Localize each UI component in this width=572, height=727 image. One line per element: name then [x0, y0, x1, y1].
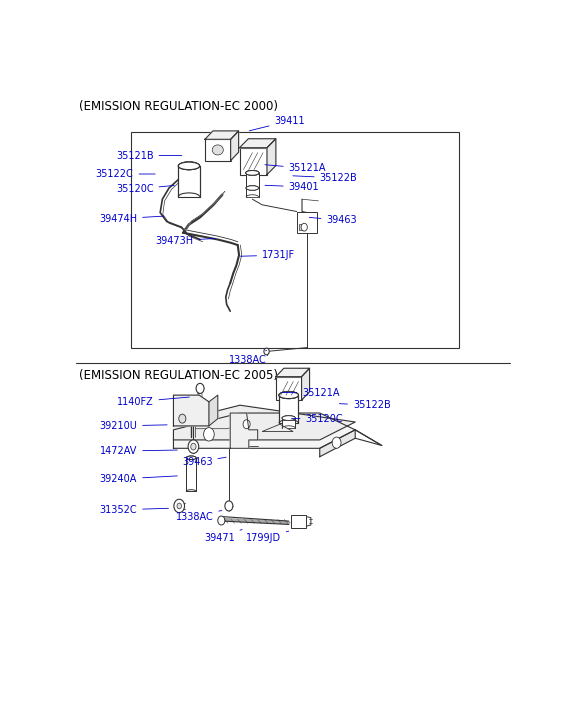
- Ellipse shape: [246, 186, 259, 190]
- Ellipse shape: [186, 456, 196, 459]
- Circle shape: [177, 503, 181, 509]
- Circle shape: [301, 223, 307, 231]
- Text: 39401: 39401: [265, 182, 319, 192]
- Text: 35120C: 35120C: [292, 414, 343, 424]
- Ellipse shape: [246, 171, 259, 175]
- Polygon shape: [205, 131, 239, 140]
- Polygon shape: [267, 139, 276, 174]
- Ellipse shape: [246, 186, 259, 190]
- Text: 39463: 39463: [309, 215, 357, 225]
- Ellipse shape: [212, 145, 223, 155]
- Ellipse shape: [279, 392, 299, 398]
- Bar: [132, 132, 459, 348]
- Text: 35122B: 35122B: [339, 400, 391, 410]
- Polygon shape: [231, 131, 239, 161]
- Text: 1799JD: 1799JD: [245, 531, 289, 543]
- Polygon shape: [276, 369, 309, 377]
- Text: (EMISSION REGULATION-EC 2000): (EMISSION REGULATION-EC 2000): [80, 100, 279, 113]
- Ellipse shape: [178, 162, 200, 169]
- Bar: [240, 148, 267, 174]
- Polygon shape: [240, 139, 276, 148]
- Ellipse shape: [180, 161, 198, 170]
- Bar: [279, 395, 299, 423]
- Text: 39411: 39411: [249, 116, 305, 131]
- Text: 1140FZ: 1140FZ: [117, 397, 189, 407]
- Text: 1338AC: 1338AC: [229, 350, 267, 365]
- Polygon shape: [173, 395, 209, 426]
- Text: 39240A: 39240A: [100, 474, 177, 484]
- Circle shape: [174, 499, 185, 513]
- Text: 39474H: 39474H: [99, 214, 163, 224]
- Ellipse shape: [178, 162, 200, 169]
- Ellipse shape: [186, 456, 196, 459]
- Text: 31352C: 31352C: [100, 505, 169, 515]
- Text: (EMISSION REGULATION-EC 2005): (EMISSION REGULATION-EC 2005): [80, 369, 279, 382]
- Text: 39463: 39463: [182, 457, 226, 467]
- Ellipse shape: [246, 171, 259, 175]
- Text: 1472AV: 1472AV: [100, 446, 177, 456]
- Text: 39473H: 39473H: [155, 236, 215, 246]
- Ellipse shape: [246, 171, 259, 175]
- Bar: [297, 212, 317, 233]
- Text: 35122B: 35122B: [293, 173, 358, 183]
- Text: 35120C: 35120C: [116, 184, 174, 194]
- Ellipse shape: [186, 456, 196, 459]
- Circle shape: [218, 516, 225, 525]
- Circle shape: [243, 419, 250, 429]
- Text: 1338AC: 1338AC: [176, 510, 222, 521]
- Bar: [205, 140, 231, 161]
- Bar: [282, 418, 295, 428]
- Circle shape: [332, 437, 341, 449]
- Text: 35121A: 35121A: [265, 164, 326, 174]
- Ellipse shape: [282, 416, 295, 420]
- Ellipse shape: [280, 391, 297, 398]
- Polygon shape: [173, 405, 355, 440]
- Bar: [246, 188, 259, 197]
- Polygon shape: [209, 395, 218, 426]
- Ellipse shape: [279, 392, 299, 398]
- Polygon shape: [230, 413, 258, 449]
- Bar: [299, 225, 303, 230]
- Bar: [178, 166, 200, 197]
- Text: 39471: 39471: [204, 529, 242, 543]
- Circle shape: [204, 427, 214, 441]
- Circle shape: [190, 443, 196, 450]
- Bar: [186, 458, 196, 491]
- Bar: [246, 173, 259, 188]
- Ellipse shape: [178, 162, 200, 169]
- Polygon shape: [320, 430, 355, 457]
- Text: 35122C: 35122C: [96, 169, 155, 179]
- Circle shape: [225, 501, 233, 511]
- Ellipse shape: [282, 416, 295, 420]
- Ellipse shape: [279, 392, 299, 398]
- Bar: [291, 515, 307, 528]
- Text: 39210U: 39210U: [99, 421, 167, 431]
- Circle shape: [188, 440, 198, 454]
- Polygon shape: [301, 369, 309, 400]
- Text: 35121B: 35121B: [116, 150, 182, 161]
- Circle shape: [196, 383, 204, 393]
- Ellipse shape: [282, 416, 295, 420]
- Text: 1731JF: 1731JF: [240, 250, 295, 260]
- Ellipse shape: [246, 186, 259, 190]
- Polygon shape: [262, 425, 293, 432]
- Circle shape: [179, 414, 186, 423]
- Circle shape: [264, 348, 269, 355]
- Polygon shape: [173, 413, 355, 449]
- Bar: [276, 377, 301, 400]
- Text: 35121A: 35121A: [282, 388, 340, 398]
